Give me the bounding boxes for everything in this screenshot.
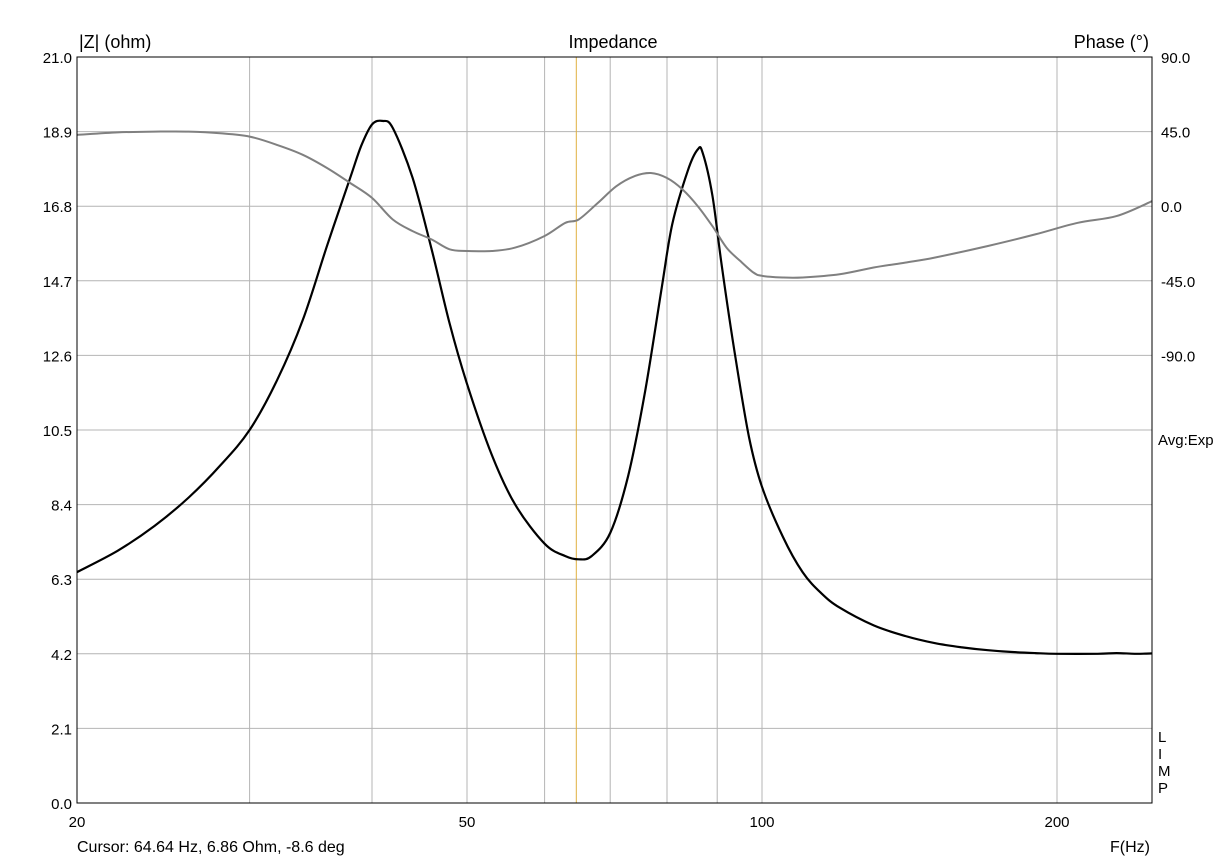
cursor-readout: Cursor: 64.64 Hz, 6.86 Ohm, -8.6 deg [77, 839, 345, 856]
right-tick-label: -45.0 [1161, 274, 1195, 291]
mode-letter: L [1158, 729, 1166, 746]
left-tick-label: 0.0 [51, 796, 72, 813]
impedance-curve [76, 119, 1153, 655]
right-tick-label: 0.0 [1161, 199, 1182, 216]
right-tick-label: -90.0 [1161, 348, 1195, 365]
grid-lines [76, 56, 1153, 804]
mode-letter: M [1158, 763, 1171, 780]
left-tick-label: 18.9 [43, 125, 72, 142]
left-axis-ticks: 0.0 2.1 4.2 6.3 8.4 10.5 12.6 14.7 16.8 18.9 21.0 [43, 50, 72, 813]
left-tick-label: 10.5 [43, 423, 72, 440]
plot-frame [76, 56, 1153, 804]
right-axis-ticks: 90.0 45.0 0.0 -45.0 -90.0 [1161, 50, 1195, 365]
left-tick-label: 21.0 [43, 50, 72, 67]
avg-mode-label: Avg:Exp [1158, 432, 1214, 449]
x-tick-label: 50 [459, 814, 476, 831]
x-tick-label: 20 [69, 814, 86, 831]
left-tick-label: 14.7 [43, 274, 72, 291]
left-tick-label: 12.6 [43, 348, 72, 365]
left-axis-label: |Z| (ohm) [79, 32, 151, 52]
x-axis-label: F(Hz) [1110, 839, 1150, 856]
left-tick-label: 6.3 [51, 572, 72, 589]
left-tick-label: 8.4 [51, 498, 72, 515]
x-tick-label: 200 [1045, 814, 1070, 831]
chart-title: Impedance [568, 32, 657, 52]
phase-curve [76, 130, 1153, 279]
x-tick-label: 100 [749, 814, 774, 831]
right-tick-label: 90.0 [1161, 50, 1190, 67]
left-tick-label: 16.8 [43, 199, 72, 216]
right-tick-label: 45.0 [1161, 125, 1190, 142]
mode-letter: I [1158, 746, 1162, 763]
left-tick-label: 2.1 [51, 721, 72, 738]
mode-letter: P [1158, 780, 1168, 797]
series-group [76, 119, 1153, 655]
right-axis-label: Phase (°) [1074, 32, 1149, 52]
left-tick-label: 4.2 [51, 647, 72, 664]
x-axis-ticks: 20 50 100 200 [69, 814, 1070, 831]
